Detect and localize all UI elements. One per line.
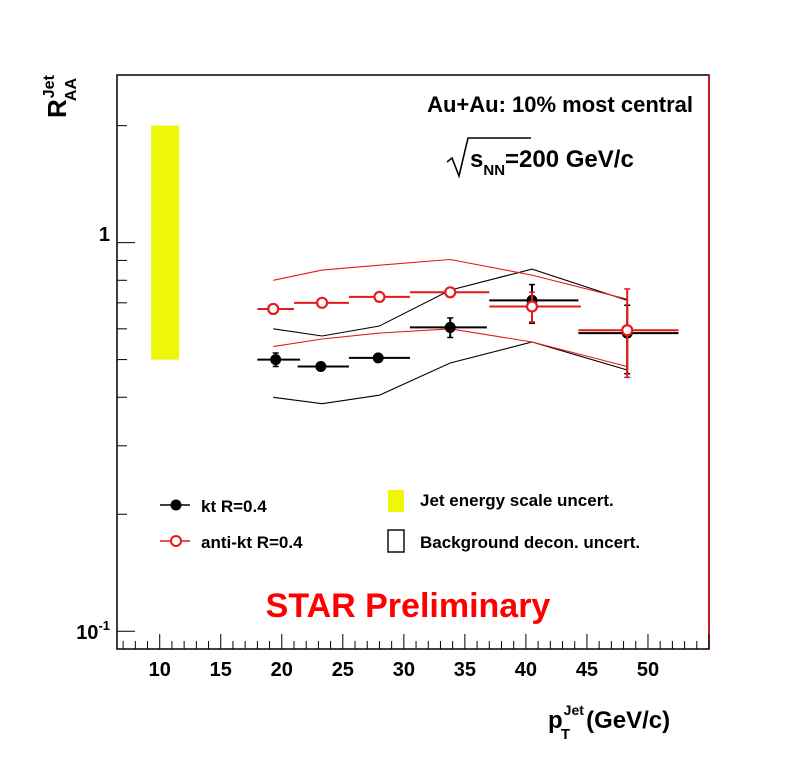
legend-kt-marker (170, 499, 182, 511)
x-tick-label-40: 40 (515, 659, 537, 681)
sqrt-symbol (446, 137, 531, 179)
legend-entry-background: Background decon. uncert. (387, 529, 640, 553)
x-tick-label-45: 45 (576, 659, 598, 681)
legend-jes-swatch (388, 490, 404, 512)
collision-label: Au+Au: 10% most central (427, 92, 693, 117)
star-preliminary-label: STAR Preliminary (266, 587, 551, 625)
x-tick-label-20: 20 (271, 659, 293, 681)
band-antikt-lower (273, 328, 628, 368)
antikt-point-2 (373, 290, 386, 303)
band-kt-lower (273, 341, 628, 405)
band-antikt-upper (273, 258, 628, 300)
x-axis-ticks: 10 15 20 25 30 35 40 45 50 (122, 634, 710, 681)
legend-entry-jes: Jet energy scale uncert. (388, 490, 614, 512)
legend-background-label: Background decon. uncert. (420, 533, 640, 552)
x-tick-label-10: 10 (149, 659, 171, 681)
antikt-point-3 (444, 286, 457, 299)
y-tick-label-0-1: 10-1 (76, 618, 110, 644)
legend-kt-label: kt R=0.4 (201, 497, 267, 516)
x-tick-label-35: 35 (454, 659, 476, 681)
legend-background-swatch (387, 529, 405, 553)
antikt-point-4 (525, 300, 539, 313)
antikt-point-5 (621, 324, 634, 337)
kt-point-2 (372, 352, 384, 364)
kt-point-1 (315, 360, 327, 372)
legend-antikt-label: anti-kt R=0.4 (201, 533, 303, 552)
legend: kt R=0.4 anti-kt R=0.4 Jet energy scale … (160, 490, 640, 553)
y-axis-title: RJet AA (41, 74, 80, 118)
antikt-point-0 (267, 302, 280, 316)
energy-label: sNN=200 GeV/c (446, 137, 634, 179)
y-tick-label-1: 1 (99, 224, 110, 246)
background-bands-group (273, 258, 628, 405)
legend-entry-antikt: anti-kt R=0.4 (160, 533, 303, 552)
antikt-point-1 (315, 296, 329, 309)
jes-uncertainty-box (151, 125, 180, 360)
legend-entry-kt: kt R=0.4 (160, 497, 267, 516)
y-axis-ticks (117, 125, 135, 632)
energy-text: sNN=200 GeV/c (470, 146, 634, 179)
jes-uncertainty-group (151, 125, 180, 360)
x-tick-label-15: 15 (210, 659, 232, 681)
x-tick-label-30: 30 (393, 659, 415, 681)
legend-jes-label: Jet energy scale uncert. (420, 491, 614, 510)
x-tick-label-50: 50 (637, 659, 659, 681)
data-points-group (257, 283, 679, 379)
x-axis-title: pJet T(GeV/c) (548, 702, 670, 743)
band-kt-upper (273, 268, 628, 337)
kt-point-3 (444, 321, 456, 333)
x-tick-label-25: 25 (332, 659, 354, 681)
kt-point-0 (270, 354, 282, 366)
legend-antikt-marker (170, 535, 182, 547)
